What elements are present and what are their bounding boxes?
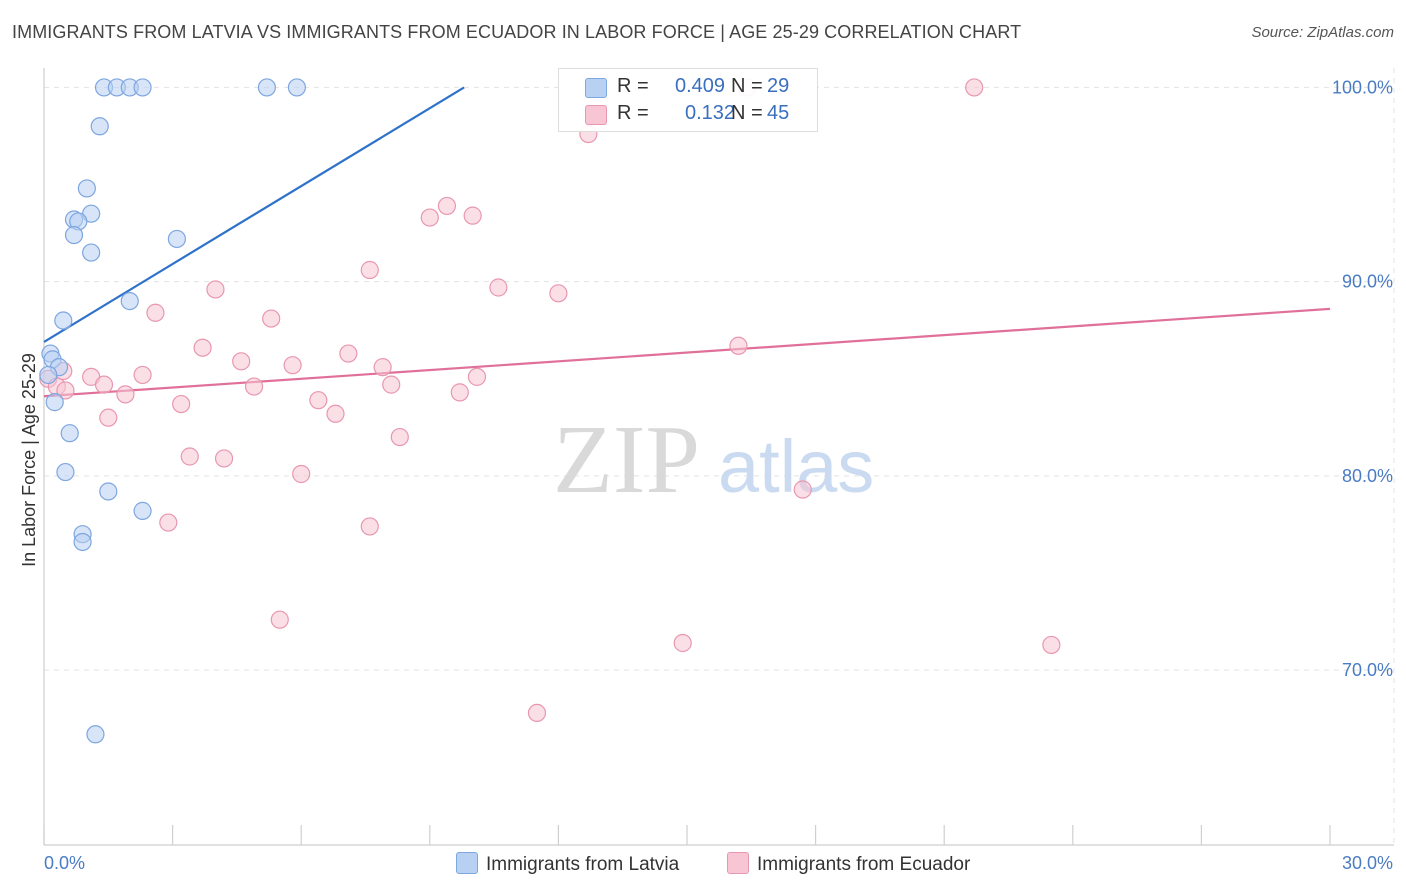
watermark-zip: ZIP	[553, 406, 700, 514]
point-ecuador	[965, 78, 984, 97]
point-ecuador	[146, 303, 165, 322]
source-label: Source: ZipAtlas.com	[1251, 24, 1394, 41]
legend-swatch-ecuador	[585, 105, 607, 125]
n-value: 45	[767, 102, 790, 124]
axes	[43, 68, 1394, 846]
point-latvia	[77, 179, 96, 198]
trend-line-latvia	[43, 86, 465, 343]
point-ecuador	[360, 517, 379, 536]
point-latvia	[99, 482, 118, 501]
point-ecuador	[232, 352, 251, 371]
r-value: 0.409	[675, 75, 726, 97]
point-ecuador	[193, 338, 212, 357]
point-ecuador	[309, 391, 328, 410]
y-tick-label: 70.0%	[1342, 660, 1393, 680]
point-ecuador	[133, 365, 152, 385]
point-ecuador	[339, 344, 358, 363]
n-label: N =	[731, 102, 763, 124]
point-latvia	[133, 501, 152, 520]
point-ecuador	[206, 280, 225, 299]
point-ecuador	[729, 336, 748, 355]
point-ecuador	[382, 375, 401, 394]
stats-legend: R = 0.409 N = 29 R = 0.132 N = 45	[558, 68, 818, 132]
point-ecuador	[360, 260, 379, 280]
point-ecuador	[549, 284, 568, 303]
legend-swatch-latvia	[456, 852, 478, 874]
r-label: R =	[617, 102, 649, 124]
point-ecuador	[244, 377, 264, 396]
point-ecuador	[159, 513, 178, 532]
trend-lines	[43, 86, 1331, 398]
point-latvia	[86, 725, 105, 744]
point-latvia	[287, 78, 307, 97]
point-latvia	[82, 243, 101, 262]
point-ecuador	[99, 408, 118, 427]
point-latvia	[257, 78, 277, 97]
data-points	[39, 78, 1061, 744]
point-latvia	[120, 292, 139, 311]
point-ecuador	[463, 206, 482, 225]
point-latvia	[45, 393, 64, 412]
point-ecuador	[94, 375, 114, 394]
point-latvia	[64, 225, 84, 245]
legend-swatch-latvia	[585, 78, 607, 98]
y-tick-label: 90.0%	[1342, 272, 1393, 292]
point-ecuador	[450, 383, 469, 402]
tick-labels: 70.0% 80.0% 90.0% 100.0% 0.0% 30.0%	[44, 77, 1393, 873]
point-ecuador	[326, 404, 345, 423]
point-latvia	[90, 117, 109, 136]
point-latvia	[73, 532, 92, 552]
legend-label-ecuador: Immigrants from Ecuador	[757, 854, 971, 875]
point-ecuador	[527, 703, 547, 723]
watermark: ZIP atlas	[553, 406, 874, 514]
n-value: 29	[767, 75, 790, 97]
point-latvia	[39, 365, 58, 385]
legend-label-latvia: Immigrants from Latvia	[486, 854, 680, 875]
legend-item-ecuador[interactable]: Immigrants from Ecuador	[727, 852, 970, 876]
point-ecuador	[56, 381, 75, 400]
y-tick-label: 100.0%	[1332, 77, 1393, 97]
r-label: R =	[617, 75, 649, 97]
point-ecuador	[390, 427, 409, 447]
point-latvia	[56, 462, 75, 482]
y-tick-label: 80.0%	[1342, 466, 1393, 486]
point-ecuador	[1042, 635, 1061, 655]
point-ecuador	[262, 309, 281, 328]
point-ecuador	[172, 394, 191, 414]
x-tick-label: 30.0%	[1342, 853, 1393, 873]
chart-title: IMMIGRANTS FROM LATVIA VS IMMIGRANTS FRO…	[12, 22, 1022, 42]
point-ecuador	[467, 367, 487, 386]
point-latvia	[60, 424, 79, 443]
point-ecuador	[420, 208, 439, 227]
point-latvia	[54, 311, 73, 330]
point-ecuador	[489, 278, 508, 297]
point-ecuador	[283, 356, 302, 375]
trend-line-ecuador	[43, 307, 1331, 398]
point-ecuador	[292, 464, 311, 484]
r-value: 0.132	[685, 102, 736, 124]
point-ecuador	[793, 480, 812, 499]
point-ecuador	[373, 358, 392, 377]
legend-swatch-ecuador	[727, 852, 749, 874]
point-ecuador	[673, 633, 692, 653]
y-axis-label: In Labor Force | Age 25-29	[19, 353, 39, 567]
point-latvia	[167, 229, 186, 249]
point-ecuador	[437, 196, 457, 216]
n-label: N =	[731, 75, 763, 97]
legend-item-latvia[interactable]: Immigrants from Latvia	[456, 852, 679, 876]
point-ecuador	[116, 385, 135, 404]
point-ecuador	[270, 610, 289, 629]
point-ecuador	[180, 447, 199, 466]
point-latvia	[133, 78, 152, 97]
point-ecuador	[214, 449, 234, 468]
x-tick-label: 0.0%	[44, 853, 85, 873]
